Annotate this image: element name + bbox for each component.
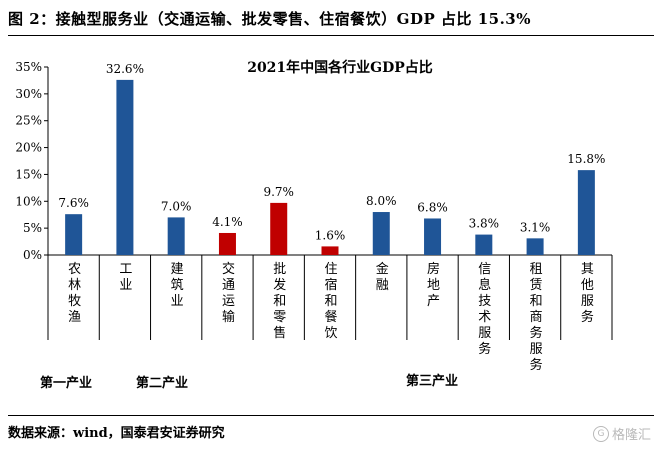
bar — [270, 202, 288, 255]
category-label: 其他服务 — [581, 262, 594, 325]
y-tick-label: 0% — [23, 248, 42, 262]
group-label: 第一产业 — [40, 375, 92, 391]
y-tick-label: 15% — [15, 167, 42, 181]
data-label: 1.6% — [315, 228, 346, 242]
data-label: 8.0% — [366, 194, 397, 208]
data-label: 7.0% — [161, 199, 192, 213]
g-logo-icon: G — [592, 425, 609, 442]
category-label: 租赁和商务服务 — [530, 262, 543, 373]
chart-title: 2021年中国各行业GDP占比 — [247, 59, 433, 76]
category-label: 信息技术服务 — [478, 262, 491, 357]
bottom-rule — [8, 415, 654, 416]
data-label: 6.8% — [417, 200, 448, 214]
group-label: 第二产业 — [136, 375, 188, 391]
bar — [577, 170, 595, 255]
bar — [218, 232, 236, 255]
y-tick-label: 25% — [15, 114, 42, 128]
y-tick-label: 30% — [15, 87, 42, 101]
data-label: 32.6% — [106, 62, 144, 76]
bar — [526, 238, 544, 255]
bar — [424, 218, 442, 255]
data-label: 7.6% — [58, 196, 89, 210]
y-tick-label: 35% — [15, 60, 42, 74]
figure-title: 图 2：接触型服务业（交通运输、批发零售、住宿餐饮）GDP 占比 15.3% — [8, 10, 531, 28]
category-label: 农林牧渔 — [68, 262, 81, 325]
group-label: 第三产业 — [406, 373, 458, 389]
source-note: 数据来源：wind，国泰君安证券研究 — [8, 426, 225, 441]
data-label: 15.8% — [567, 152, 605, 166]
category-label: 建筑业 — [171, 262, 184, 309]
category-label: 交通运输 — [222, 261, 235, 325]
bar — [372, 212, 390, 255]
category-label: 金融 — [376, 261, 389, 293]
bar — [167, 217, 185, 255]
bar — [475, 234, 493, 255]
category-label: 批发和零售 — [273, 262, 286, 341]
category-label: 住宿和餐饮 — [324, 262, 337, 341]
y-tick-label: 5% — [23, 221, 42, 235]
y-tick-label: 10% — [15, 194, 42, 208]
watermark-text: 格隆汇 — [611, 428, 651, 443]
bar — [65, 214, 83, 255]
bar — [321, 246, 339, 255]
data-label: 4.1% — [212, 215, 243, 229]
data-label: 3.1% — [520, 220, 551, 234]
watermark: G 格隆汇 — [592, 424, 651, 443]
data-label: 9.7% — [263, 185, 294, 199]
bar — [116, 79, 134, 256]
data-label: 3.8% — [469, 217, 500, 231]
top-rule — [8, 35, 654, 36]
y-tick-label: 20% — [15, 141, 42, 155]
category-label: 工业 — [119, 262, 132, 293]
category-label: 房地产 — [427, 261, 440, 309]
